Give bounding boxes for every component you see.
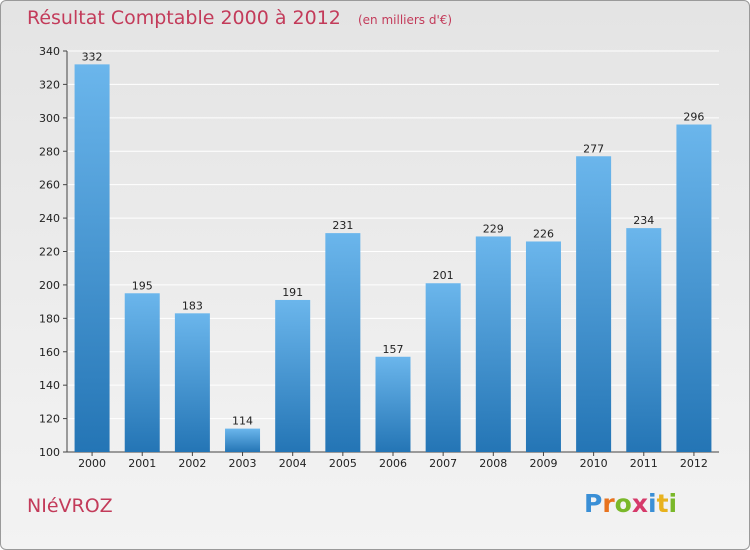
x-tick-label: 2002 xyxy=(178,457,206,470)
y-tick-label: 160 xyxy=(39,346,60,359)
bar-2009 xyxy=(525,241,561,452)
bar-2001 xyxy=(124,293,160,452)
bar-2002 xyxy=(174,313,210,452)
commune-name: NIéVROZ xyxy=(27,495,113,517)
x-tick-label: 2007 xyxy=(429,457,457,470)
x-tick-label: 2011 xyxy=(630,457,658,470)
bar-2008 xyxy=(475,236,511,452)
x-tick-label: 2000 xyxy=(78,457,106,470)
y-tick-label: 100 xyxy=(39,446,60,459)
bar-2011 xyxy=(626,228,662,452)
x-tick-label: 2008 xyxy=(479,457,507,470)
y-tick-label: 200 xyxy=(39,279,60,292)
data-label: 277 xyxy=(583,142,604,155)
data-label: 183 xyxy=(182,299,203,312)
logo-letter: i xyxy=(648,489,657,518)
bar-2005 xyxy=(325,233,361,452)
x-tick-label: 2006 xyxy=(379,457,407,470)
logo-letter: t xyxy=(656,489,669,518)
y-tick-label: 120 xyxy=(39,413,60,426)
data-label: 234 xyxy=(633,214,654,227)
x-tick-label: 2009 xyxy=(529,457,557,470)
y-tick-label: 240 xyxy=(39,212,60,225)
logo-letter: P xyxy=(584,489,603,518)
proxiti-logo: Proxiti xyxy=(584,489,677,518)
x-tick-label: 2010 xyxy=(580,457,608,470)
data-label: 114 xyxy=(232,415,253,428)
data-label: 296 xyxy=(683,111,704,124)
bar-2007 xyxy=(425,283,461,452)
axes: 100 120 140 160 180 200 220 240 260 280 300 320 340 2… xyxy=(39,45,719,470)
logo-letter: x xyxy=(631,489,648,518)
data-label: 229 xyxy=(483,222,504,235)
logo-letter: i xyxy=(668,489,678,518)
data-label: 201 xyxy=(433,269,454,282)
y-tick-label: 140 xyxy=(39,379,60,392)
data-label: 231 xyxy=(332,219,353,232)
data-label: 157 xyxy=(383,343,404,356)
y-tick-label: 320 xyxy=(39,78,60,91)
data-label: 195 xyxy=(132,279,153,292)
x-tick-label: 2003 xyxy=(229,457,257,470)
bar-2006 xyxy=(375,356,411,452)
x-tick-label: 2001 xyxy=(128,457,156,470)
y-tick-label: 260 xyxy=(39,179,60,192)
data-label: 191 xyxy=(282,286,303,299)
data-label: 226 xyxy=(533,227,554,240)
bar-2000 xyxy=(74,64,110,452)
data-labels: 332 195 183 114 191 231 157 201 229 226 277 234 296 xyxy=(82,50,705,427)
chart-title-main: Résultat Comptable 2000 à 2012 xyxy=(27,7,341,29)
bar-2004 xyxy=(275,299,311,452)
logo-letter: o xyxy=(614,489,632,518)
y-tick-label: 280 xyxy=(39,145,60,158)
chart-title: Résultat Comptable 2000 à 2012 (en milli… xyxy=(27,7,452,29)
chart-title-unit: (en milliers d'€) xyxy=(357,13,453,27)
bar-2010 xyxy=(576,156,612,452)
logo-letter: r xyxy=(602,489,615,518)
x-tick-label: 2012 xyxy=(680,457,708,470)
y-tick-label: 340 xyxy=(39,45,60,58)
y-tick-label: 220 xyxy=(39,246,60,259)
y-tick-label: 300 xyxy=(39,112,60,125)
y-tick-label: 180 xyxy=(39,312,60,325)
x-tick-label: 2005 xyxy=(329,457,357,470)
bar-2012 xyxy=(676,124,712,453)
bars xyxy=(74,64,712,453)
x-tick-label: 2004 xyxy=(279,457,307,470)
data-label: 332 xyxy=(82,50,103,63)
bar-2003 xyxy=(225,428,261,452)
